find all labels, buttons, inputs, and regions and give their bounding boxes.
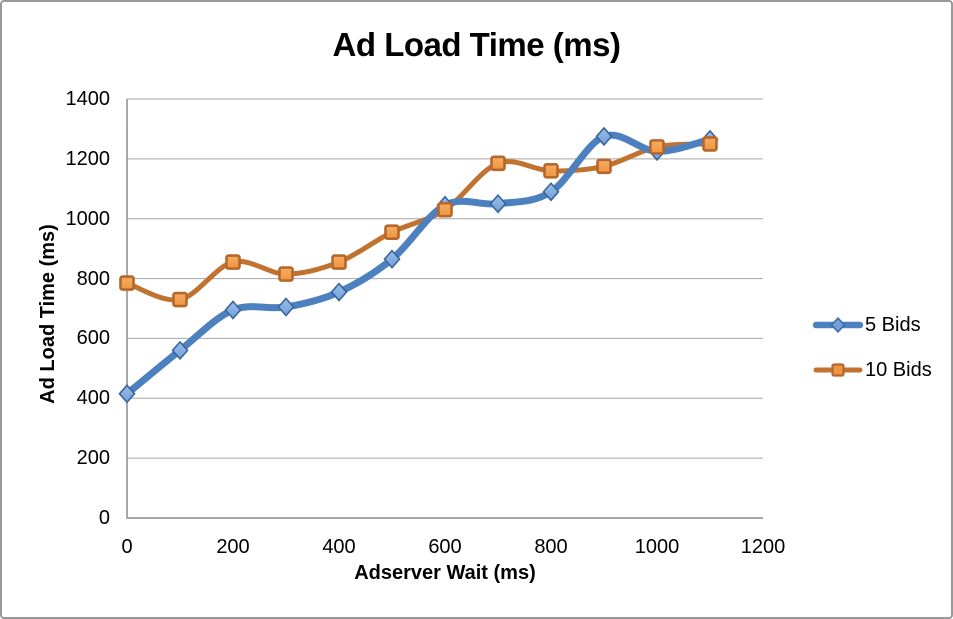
marker-5-bids xyxy=(542,182,560,202)
legend-label-5-bids: 5 Bids xyxy=(865,313,921,336)
chart-title: Ad Load Time (ms) xyxy=(332,26,621,63)
marker-5-bids xyxy=(277,297,295,317)
marker-5-bids xyxy=(489,194,507,214)
marker-5-bids xyxy=(224,300,242,320)
marker-10-bids xyxy=(119,275,135,291)
y-axis-title: Ad Load Time (ms) xyxy=(37,224,59,404)
marker-10-bids xyxy=(437,201,453,218)
axis-lines xyxy=(126,99,763,519)
marker-10-bids xyxy=(331,254,347,270)
marker-10-bids xyxy=(490,155,506,172)
x-axis-title: Adserver Wait (ms) xyxy=(354,562,536,584)
marker-10-bids xyxy=(384,224,400,240)
marker-5-bids xyxy=(595,126,613,147)
marker-10-bids xyxy=(278,266,294,282)
legend-marker-10-bids-icon xyxy=(813,360,863,380)
marker-10-bids xyxy=(649,139,665,155)
marker-5-bids xyxy=(330,282,348,302)
marker-10-bids xyxy=(543,163,559,179)
marker-5-bids xyxy=(171,340,189,361)
series-line-5-bids xyxy=(123,131,714,398)
series-line-10-bids xyxy=(124,141,713,303)
legend: 5 Bids 10 Bids xyxy=(813,312,932,383)
marker-10-bids xyxy=(702,136,718,152)
marker-5-bids xyxy=(383,249,401,269)
legend-item-10-bids: 10 Bids xyxy=(813,357,932,383)
marker-10-bids xyxy=(596,158,612,175)
marker-5-bids xyxy=(118,384,136,404)
marker-10-bids xyxy=(172,291,188,308)
marker-10-bids xyxy=(225,254,241,270)
legend-label-10-bids: 10 Bids xyxy=(865,358,932,381)
legend-item-5-bids: 5 Bids xyxy=(813,312,932,338)
legend-marker-5-bids-icon xyxy=(813,315,863,335)
